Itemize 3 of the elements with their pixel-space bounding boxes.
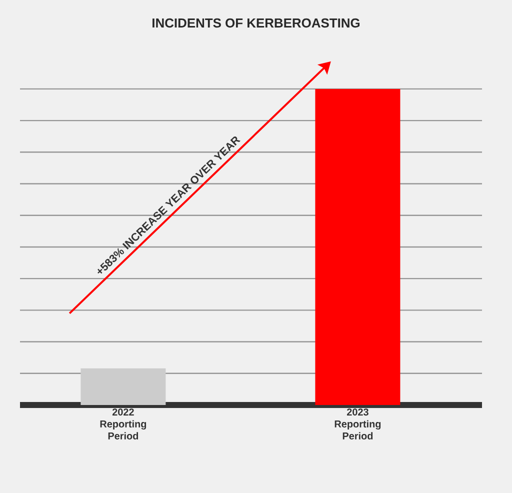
x-tick-label: 2023 Reporting Period — [334, 408, 381, 440]
chart-title: INCIDENTS OF KERBEROASTING — [152, 18, 360, 28]
x-tick-label: 2022 Reporting Period — [100, 408, 146, 440]
